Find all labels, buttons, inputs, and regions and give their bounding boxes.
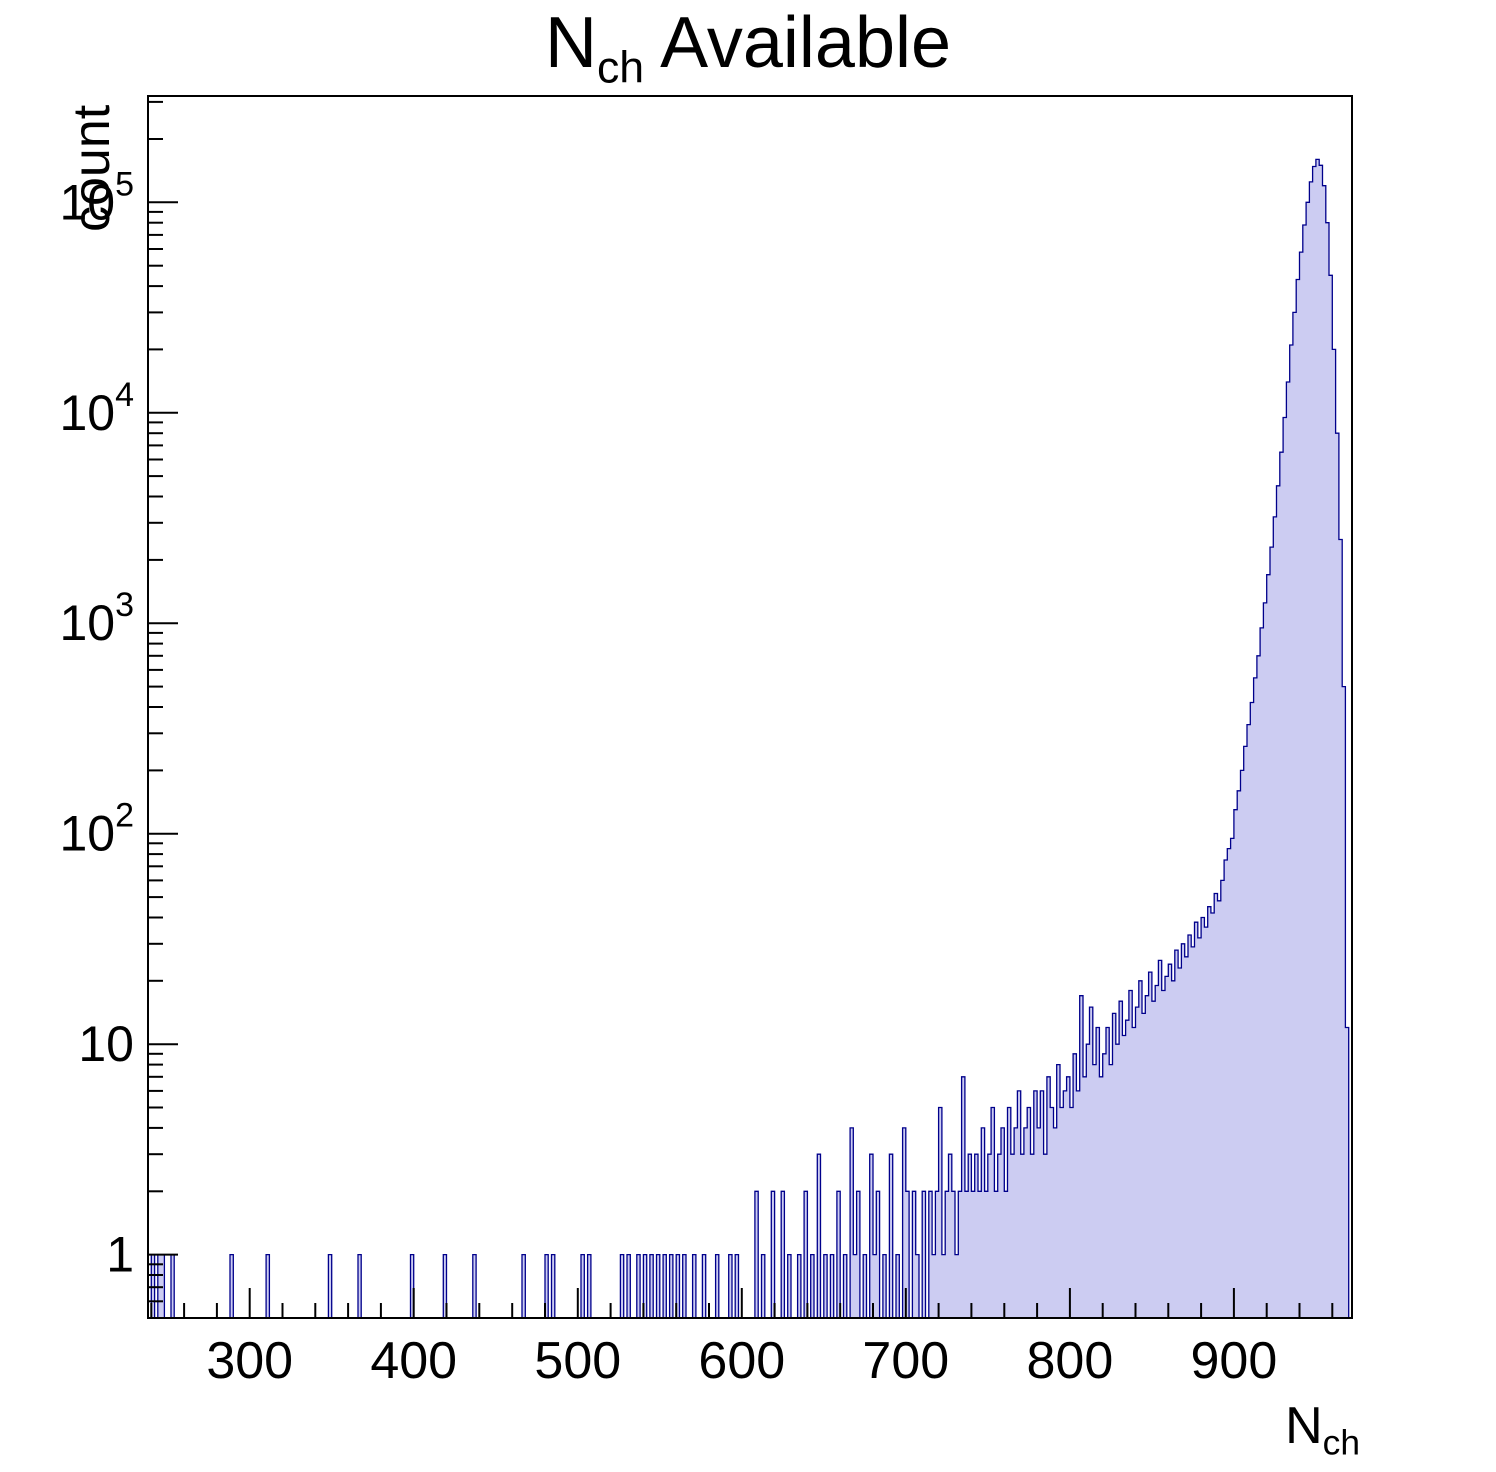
y-tick-label: 103 xyxy=(59,586,134,651)
y-tick-label: 102 xyxy=(59,797,134,862)
x-tick-label: 400 xyxy=(370,1332,457,1390)
chart-title: Nch Available xyxy=(0,2,1496,93)
y-tick-label: 10 xyxy=(78,1016,134,1072)
chart-title-rest: Available xyxy=(644,3,952,83)
x-axis-title-sub: ch xyxy=(1322,1423,1360,1463)
x-tick-label: 700 xyxy=(862,1332,949,1390)
x-axis-title-main: N xyxy=(1285,1397,1323,1455)
y-tick-label: 1 xyxy=(106,1227,134,1283)
x-tick-label: 500 xyxy=(534,1332,621,1390)
x-axis-title: Nch xyxy=(1285,1396,1360,1463)
y-axis-title: count xyxy=(62,105,122,232)
x-tick-label: 600 xyxy=(698,1332,785,1390)
x-tick-label: 800 xyxy=(1027,1332,1114,1390)
chart-title-sub: ch xyxy=(596,43,645,93)
x-tick-label: 900 xyxy=(1191,1332,1278,1390)
chart-title-main: N xyxy=(544,3,597,83)
histogram-fill xyxy=(151,159,1349,1318)
y-axis-title-text: count xyxy=(63,104,121,232)
x-tick-label: 300 xyxy=(206,1332,293,1390)
y-tick-label: 104 xyxy=(59,376,134,441)
